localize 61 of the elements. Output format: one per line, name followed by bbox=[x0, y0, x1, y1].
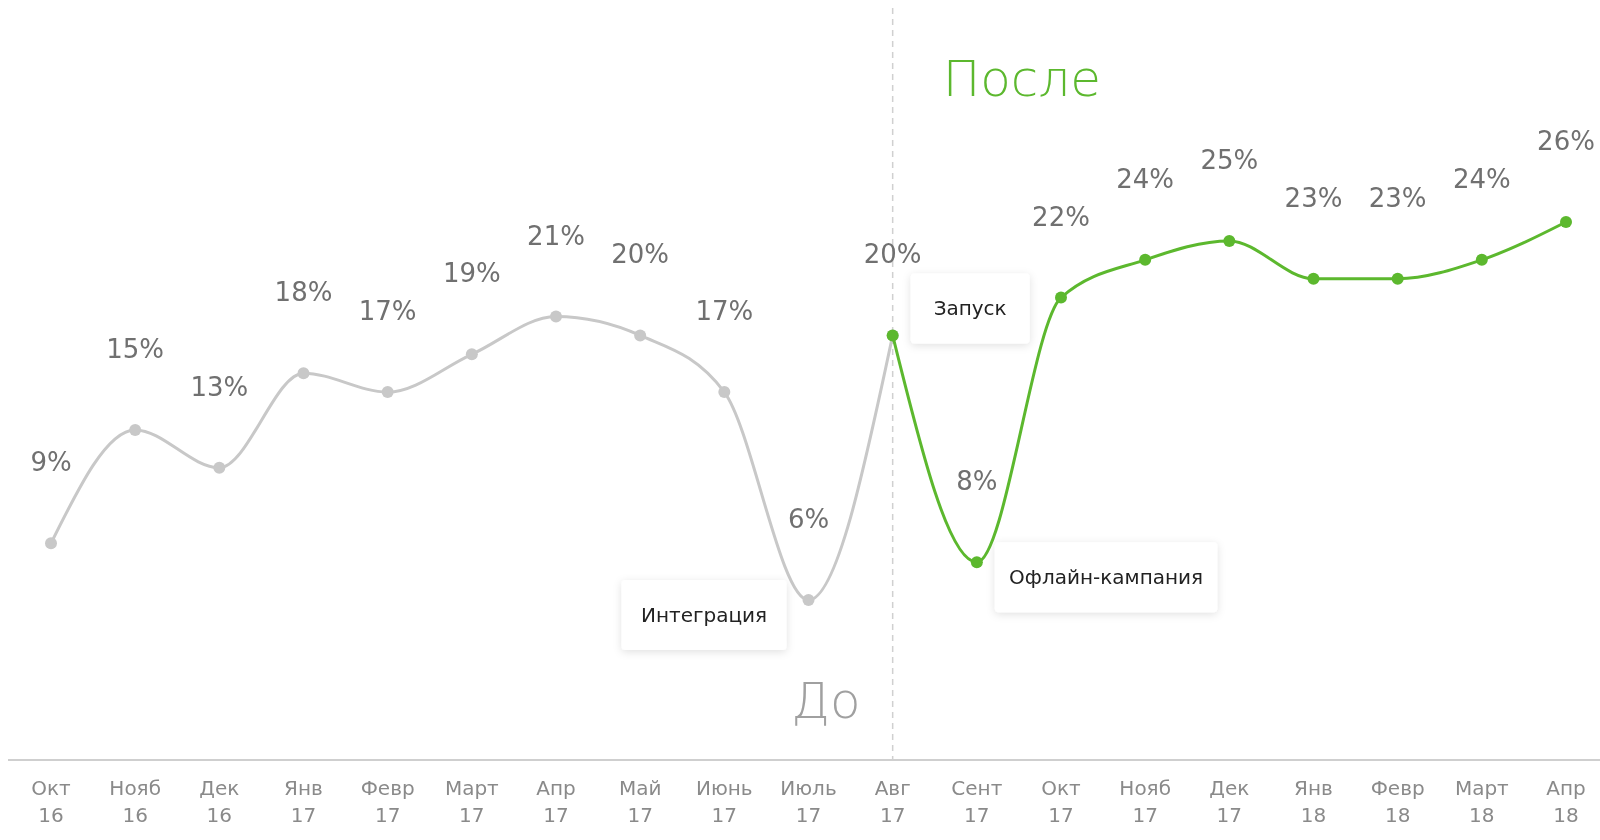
data-label: 13% bbox=[190, 371, 249, 402]
data-label: 19% bbox=[442, 258, 501, 289]
x-tick-label: Янв 18 bbox=[1294, 776, 1333, 827]
point bbox=[1223, 234, 1236, 247]
point bbox=[1307, 272, 1320, 285]
point bbox=[634, 329, 647, 342]
x-tick-label: Апр 18 bbox=[1546, 776, 1586, 827]
data-label: 17% bbox=[695, 296, 754, 327]
data-label: 6% bbox=[787, 504, 830, 534]
data-label: 23% bbox=[1284, 182, 1343, 213]
x-tick-label: Июнь 17 bbox=[696, 776, 753, 827]
text: До bbox=[791, 672, 861, 730]
data-label: 23% bbox=[1368, 182, 1427, 213]
point bbox=[1139, 253, 1152, 266]
data-label: 21% bbox=[527, 220, 585, 251]
point bbox=[970, 556, 983, 569]
point bbox=[802, 594, 815, 606]
data-label: 24% bbox=[1116, 163, 1175, 194]
x-tick-label: Май 17 bbox=[618, 776, 662, 827]
x-tick-label: Нояб 17 bbox=[1119, 776, 1171, 827]
data-label: 24% bbox=[1452, 163, 1511, 194]
data-label: 20% bbox=[863, 239, 922, 270]
x-tick-label: Дек 17 bbox=[1209, 776, 1250, 827]
annotation: Запуск bbox=[933, 296, 1007, 321]
x-tick-label: Февр 17 bbox=[360, 776, 415, 827]
x-tick-label: Окт 17 bbox=[1041, 776, 1082, 827]
point bbox=[1560, 216, 1572, 228]
point bbox=[297, 367, 310, 380]
data-label: 18% bbox=[274, 277, 333, 308]
data-label: 8% bbox=[956, 466, 998, 497]
data-label: 9% bbox=[30, 447, 72, 478]
data-label: 22% bbox=[1032, 201, 1090, 232]
x-tick-label: Март 17 bbox=[444, 776, 500, 827]
point bbox=[550, 310, 562, 323]
data-label: 15% bbox=[106, 333, 165, 364]
point bbox=[465, 348, 478, 361]
point bbox=[1475, 253, 1488, 266]
x-tick-label: Апр 17 bbox=[536, 776, 576, 827]
annotation: Интеграция bbox=[640, 603, 768, 627]
x-tick-label: Март 18 bbox=[1454, 776, 1510, 827]
x-tick-label: Сент 17 bbox=[951, 776, 1003, 827]
data-label: 26% bbox=[1537, 126, 1595, 156]
data-label: 17% bbox=[358, 296, 417, 327]
point bbox=[718, 386, 731, 399]
point bbox=[1391, 272, 1404, 285]
data-label: 25% bbox=[1200, 144, 1259, 175]
text: После bbox=[942, 50, 1102, 108]
data-label: 20% bbox=[611, 239, 670, 270]
x-tick-label: Дек 16 bbox=[199, 776, 240, 827]
x-tick-label: Нояб 16 bbox=[109, 776, 161, 827]
x-tick-label: Июль 17 bbox=[780, 776, 837, 827]
x-tick-label: Авг 17 bbox=[874, 776, 911, 827]
point bbox=[213, 461, 226, 474]
point bbox=[381, 386, 394, 399]
x-tick-label: Окт 16 bbox=[31, 776, 72, 827]
x-tick-label: Февр 18 bbox=[1370, 776, 1425, 827]
point bbox=[45, 537, 57, 550]
point bbox=[129, 423, 142, 436]
annotation: Офлайн-кампания bbox=[1009, 565, 1204, 590]
point bbox=[1055, 291, 1067, 304]
x-tick-label: Янв 17 bbox=[284, 776, 323, 827]
